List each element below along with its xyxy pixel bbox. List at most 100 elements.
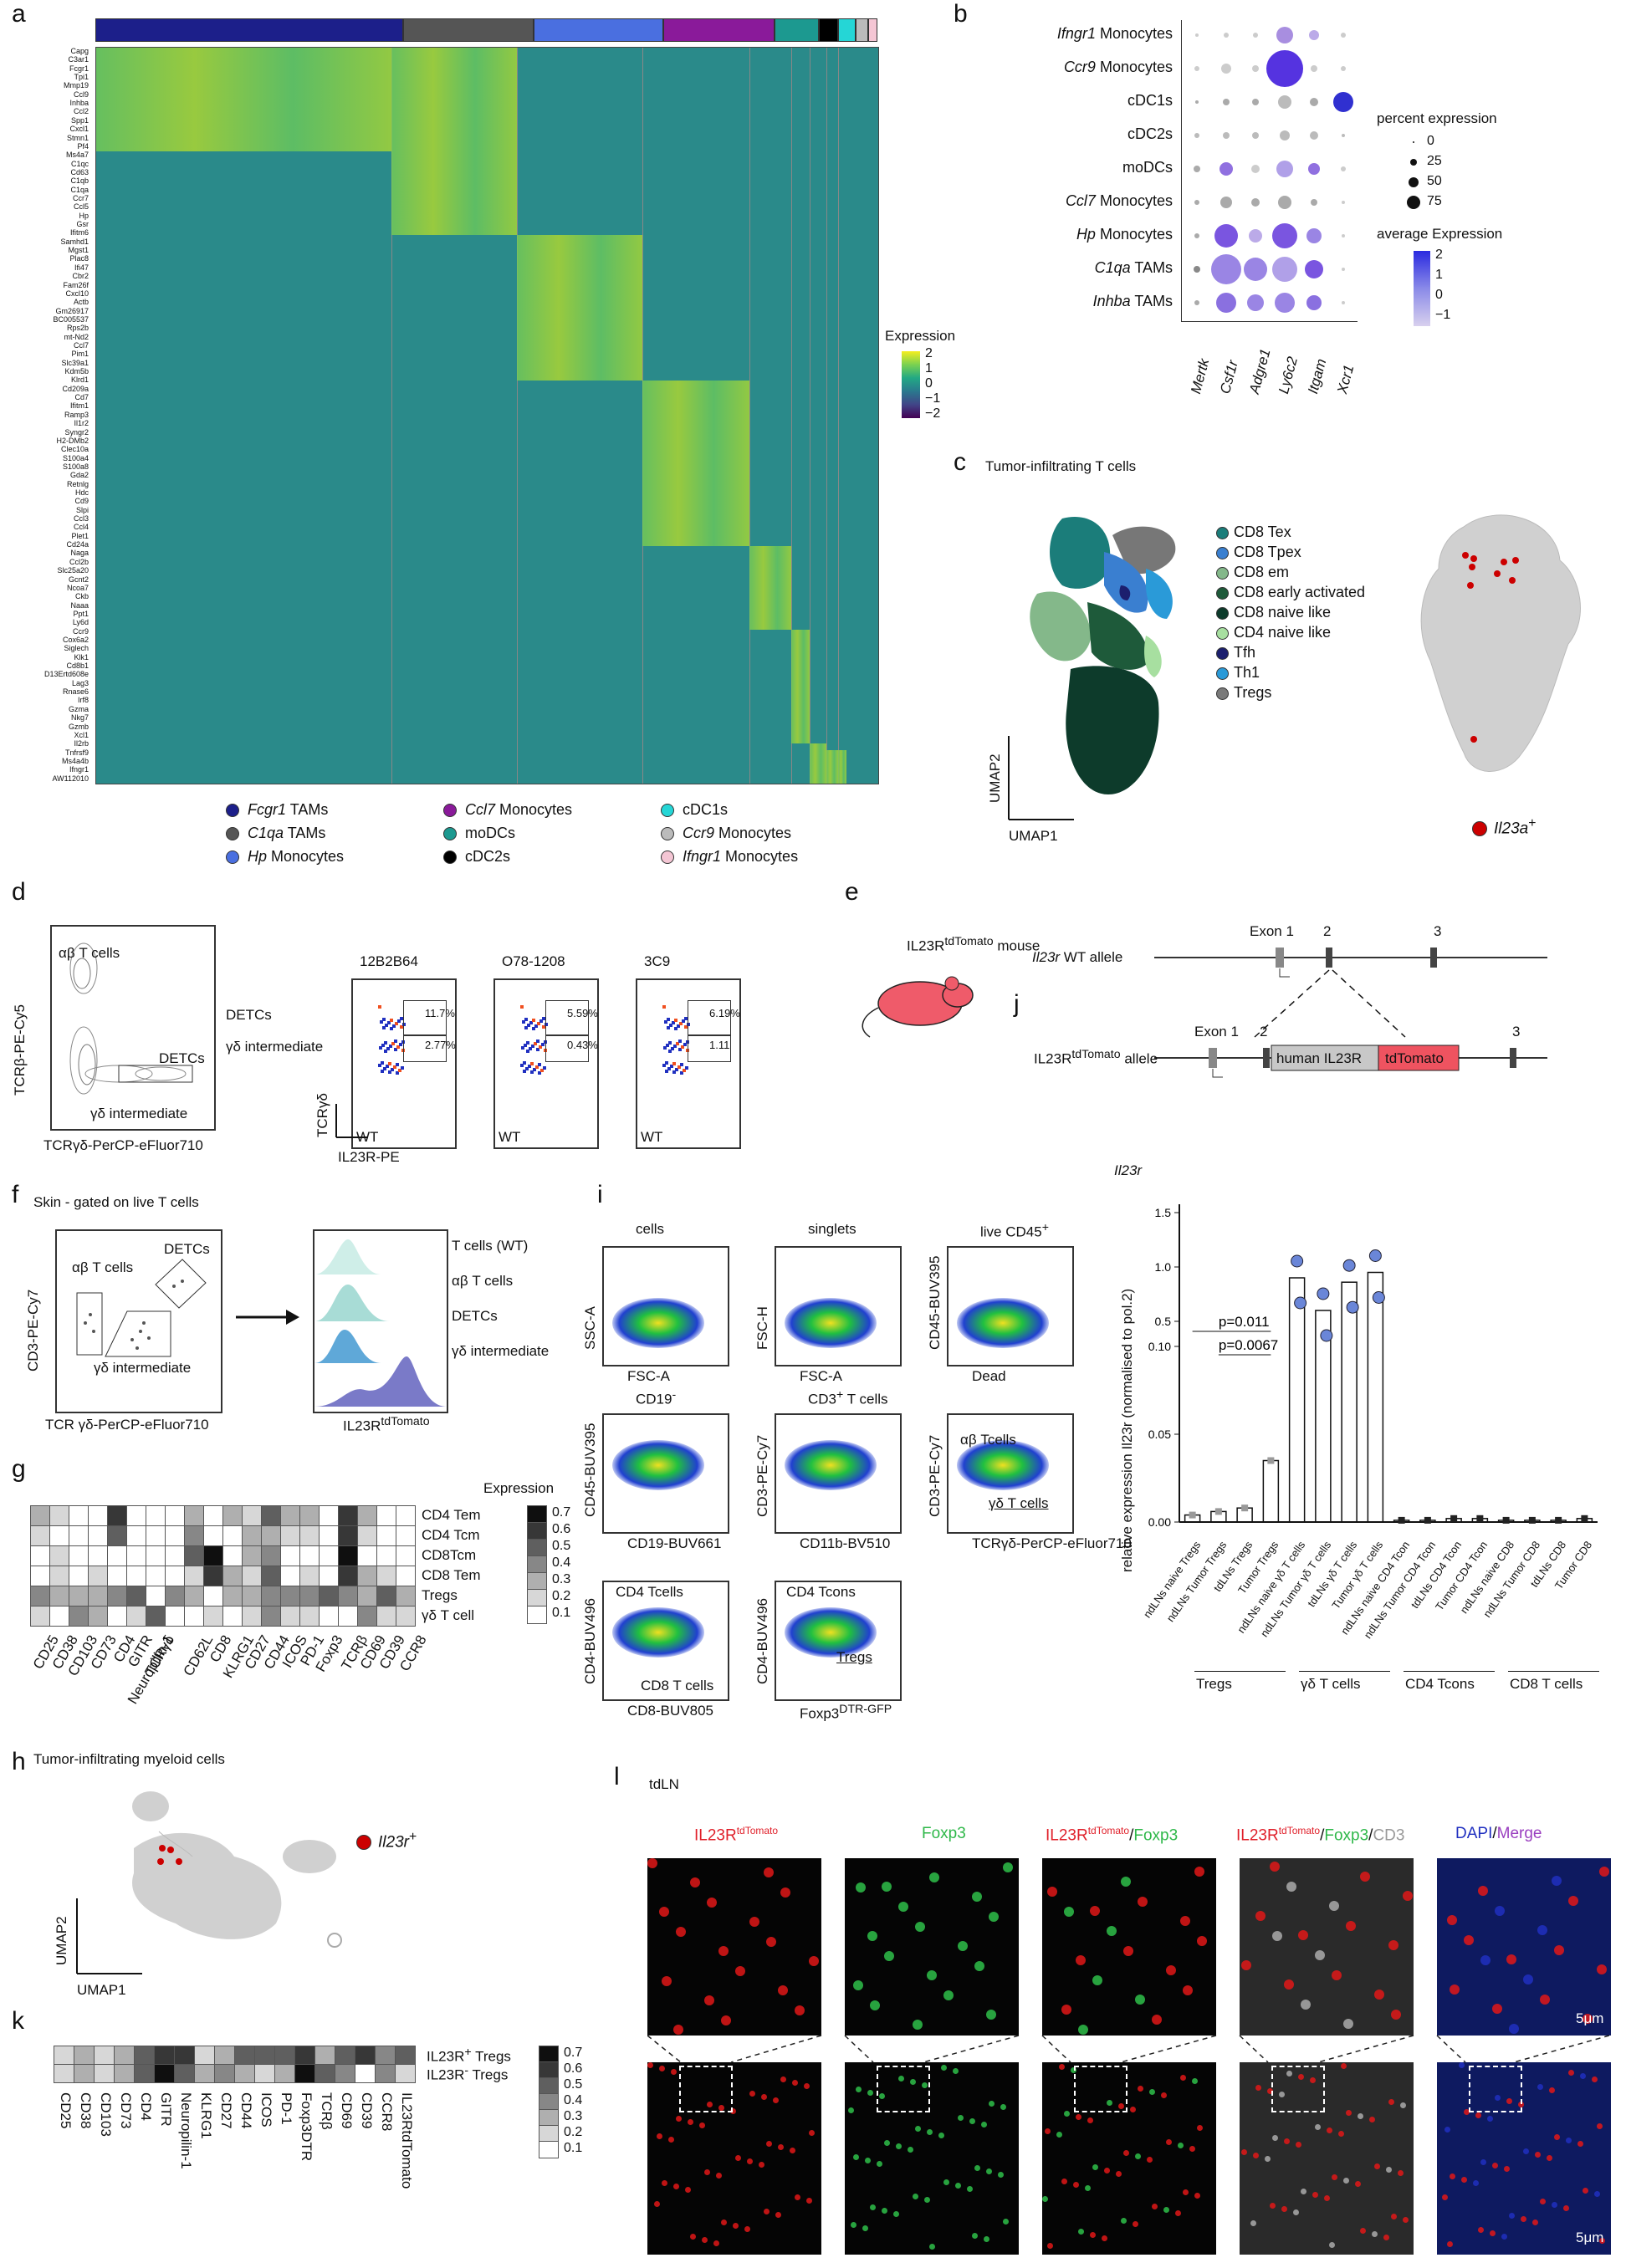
d-event-dot — [523, 1061, 526, 1065]
g-heatmap-cell — [203, 1505, 223, 1526]
l-cell-signal — [1061, 2005, 1071, 2015]
l-cell-signal — [1540, 1995, 1550, 2005]
l-cell-signal — [1599, 1867, 1609, 1877]
l-cell-signal — [853, 2154, 859, 2160]
d-plot-title: O78-1208 — [502, 953, 565, 969]
heatmap-cluster-divider — [391, 48, 392, 784]
k-legend-swatch — [539, 2109, 559, 2127]
gene-label: Kdm5b — [64, 367, 89, 376]
d-event-dot — [534, 1042, 537, 1045]
cluster-bar-segment — [774, 18, 819, 42]
gene-label: Tpi1 — [74, 73, 89, 82]
j-group-label: CD4 Tcons — [1405, 1676, 1475, 1692]
heatmap-high-block — [826, 750, 838, 784]
t-cell-legend-label: CD8 em — [1234, 564, 1290, 580]
l-cell-signal — [1343, 2019, 1353, 2029]
average-expression-ticks: 2 1 0 −1 — [1435, 248, 1469, 331]
il23r-legend-dot — [356, 1835, 371, 1851]
d-event-dot — [521, 1046, 524, 1050]
l-cell-signal — [690, 2234, 696, 2240]
g-heatmap-cell — [319, 1525, 339, 1546]
l-cell-signal — [659, 2066, 665, 2071]
l-cell-signal — [1078, 2025, 1088, 2035]
gene-label: Ccl4 — [73, 523, 89, 532]
k-column-label: CD4 — [138, 2092, 154, 2122]
i-x-axis-label: Foxp3DTR-GFP — [800, 1703, 892, 1723]
l-cell-signal — [1450, 1984, 1460, 1995]
dotplot-dot — [1342, 234, 1345, 238]
l-cell-signal — [969, 2118, 975, 2124]
l-cell-signal — [989, 2101, 995, 2107]
g-heatmap-cell — [203, 1566, 223, 1586]
g-legend-swatch — [527, 1606, 547, 1624]
j-group-label: CD8 T cells — [1510, 1676, 1583, 1692]
d-event-dot — [672, 1070, 676, 1074]
gene-label: H2-DMb2 — [56, 436, 89, 445]
i-gate-cd8: CD8 T cells — [641, 1678, 714, 1693]
j-group-line — [1404, 1671, 1495, 1672]
d-detcs-label: DETCs — [159, 1050, 205, 1066]
k-heatmap-cell — [134, 2064, 155, 2083]
g-heatmap-cell — [357, 1505, 377, 1526]
l-cell-signal — [647, 2062, 653, 2068]
k-legend-swatch — [539, 2061, 559, 2079]
g-heatmap-cell — [165, 1566, 185, 1586]
g-heatmap-cell — [376, 1505, 396, 1526]
il23r-legend: Il23r+ — [356, 1830, 417, 1852]
d-event-dot — [683, 1043, 687, 1046]
d-event-dot — [388, 1062, 391, 1065]
l-cell-signal — [688, 2119, 693, 2125]
i-x-axis-label: TCRγδ-PerCP-eFluor710 — [972, 1535, 1132, 1552]
d-event-dot — [673, 1045, 677, 1048]
j-category-labels: ndLNs naive Tregs ndLNs Tumor Tregs tdLNs … — [1140, 1539, 1623, 1664]
l-cell-signal — [1324, 2195, 1330, 2201]
g-heatmap-cell — [242, 1505, 262, 1526]
t-cell-legend-item: CD8 naive like — [1216, 604, 1331, 621]
k-heatmap-cell — [314, 2064, 335, 2083]
l-cell-signal — [1296, 2142, 1301, 2148]
k-heatmap-cell — [395, 2046, 416, 2065]
cluster-bar-segment — [95, 18, 403, 42]
g-heatmap-cell — [280, 1566, 300, 1586]
gene-label: C3ar1 — [68, 55, 89, 64]
l-channel-header-part: tdTomato — [1087, 1825, 1130, 1836]
g-heatmap-cell — [165, 1545, 185, 1566]
k-legend-tick: 0.6 — [564, 2061, 583, 2076]
l-cell-signal — [1592, 2076, 1598, 2082]
g-heatmap-cell — [88, 1566, 108, 1586]
d-event-dot — [679, 1022, 683, 1025]
percent-expression-title: percent expression — [1377, 110, 1497, 126]
l-cell-signal — [699, 2122, 705, 2128]
k-heatmap-cell — [174, 2046, 195, 2065]
l-cell-signal — [761, 2094, 767, 2100]
d-gate-bottom — [545, 1035, 589, 1062]
l-top-image-row: 5μm — [647, 1858, 1611, 2036]
i-x-axis-text: FSC-A — [800, 1368, 842, 1384]
l-cell-signal — [1355, 2181, 1361, 2187]
cluster-legend-item: Hp Monocytes — [226, 848, 344, 866]
l-cell-signal — [1450, 2174, 1455, 2179]
percent-legend-tick: 0 — [1427, 134, 1434, 148]
g-heatmap-cell — [242, 1586, 262, 1606]
d-event-dot — [526, 1041, 529, 1045]
l-cell-signal — [1554, 2134, 1560, 2140]
d-event-dot — [667, 1018, 670, 1021]
dotplot-dot — [1272, 223, 1297, 248]
d-flow-contour-plot — [50, 925, 216, 1131]
dotplot-row-labels: Ifngr1 Monocytes Ccr9 Monocytes cDC1s cDC2s… — [970, 20, 1179, 321]
l-cell-signal — [1537, 2084, 1543, 2090]
gene-label: Hp — [79, 211, 89, 220]
l-zoom-box — [877, 2066, 930, 2112]
i-density-cloud — [785, 1298, 877, 1348]
d-event-dot — [529, 1021, 533, 1024]
g-heatmap-cell — [203, 1545, 223, 1566]
l-cell-signal — [1346, 2110, 1352, 2116]
l-cell-signal — [1547, 2155, 1552, 2161]
l-cell-signal — [922, 2082, 928, 2088]
l-cell-signal — [1135, 1995, 1145, 2005]
l-bottom-image-row: 5μm — [647, 2062, 1611, 2255]
j-upper-tick-label: 1.0 — [1155, 1260, 1172, 1274]
j-group-line — [1508, 1671, 1599, 1672]
g-legend-tick: 0.5 — [552, 1539, 571, 1553]
k-legend-swatch — [539, 2125, 559, 2143]
